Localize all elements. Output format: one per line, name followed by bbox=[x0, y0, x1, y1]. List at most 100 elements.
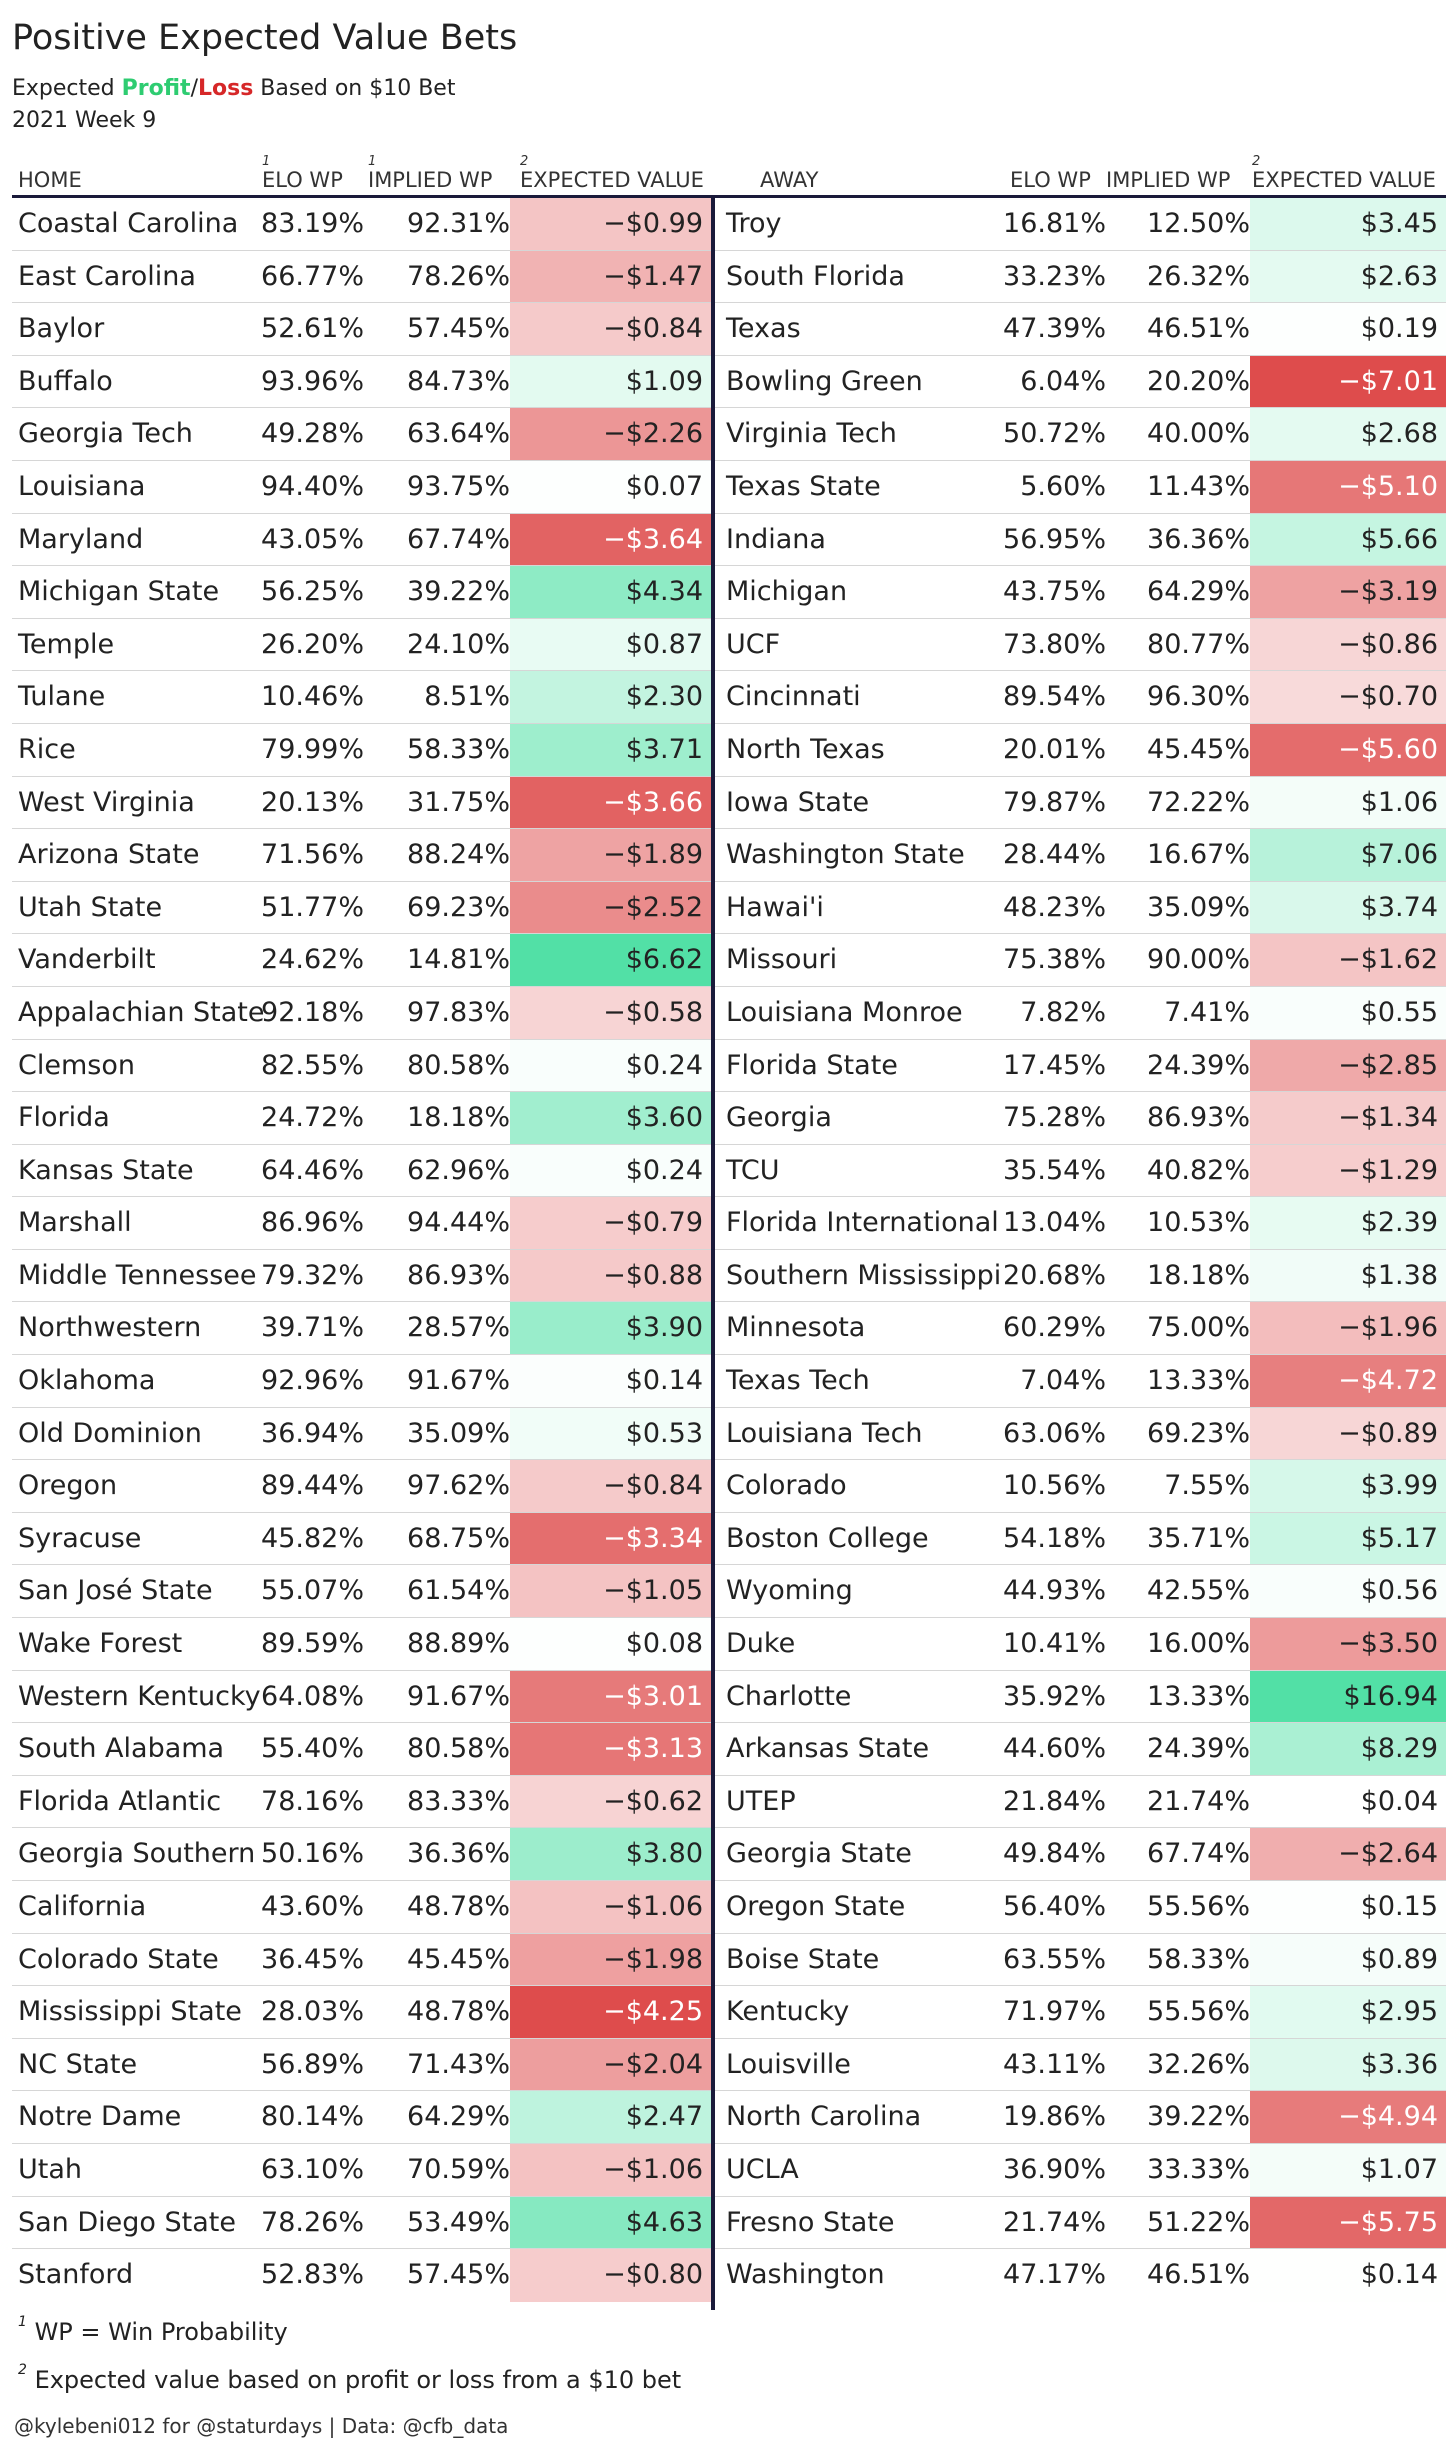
header-home-implied-sup: 1 bbox=[368, 154, 377, 169]
home-team: Notre Dame bbox=[18, 2101, 182, 2133]
away-implied-wp: 69.23% bbox=[1147, 1417, 1250, 1449]
table-row: San José State 55.07% 61.54% −$1.05 Wyoming 4… bbox=[12, 1565, 1446, 1619]
home-elo-wp: 56.89% bbox=[261, 2048, 364, 2080]
home-expected-value: −$0.84 bbox=[510, 303, 711, 355]
footnote-1: 1 WP = Win Probability bbox=[18, 2314, 288, 2346]
away-expected-value: $0.19 bbox=[1250, 303, 1446, 355]
table-row: Oregon 89.44% 97.62% −$0.84 Colorado 10.56% 7.… bbox=[12, 1460, 1446, 1513]
away-expected-value: −$1.62 bbox=[1250, 934, 1446, 986]
home-implied-wp: 91.67% bbox=[407, 1365, 510, 1397]
away-expected-value: $5.66 bbox=[1250, 513, 1446, 566]
home-implied-wp: 67.74% bbox=[407, 523, 510, 555]
home-elo-wp: 94.40% bbox=[261, 470, 364, 502]
away-team: North Carolina bbox=[726, 2101, 922, 2133]
home-team: Rice bbox=[18, 733, 76, 765]
table-row: East Carolina 66.77% 78.26% −$1.47 South Flo… bbox=[12, 250, 1446, 304]
table-row: Notre Dame 80.14% 64.29% $2.47 North Carolin… bbox=[12, 2091, 1446, 2144]
away-elo-wp: 44.93% bbox=[1003, 1575, 1106, 1607]
away-elo-wp: 19.86% bbox=[1003, 2101, 1106, 2133]
away-implied-wp: 80.77% bbox=[1147, 628, 1250, 660]
table-row: Louisiana 94.40% 93.75% $0.07 Texas State 5.6… bbox=[12, 460, 1446, 514]
away-expected-value: $1.07 bbox=[1250, 2143, 1446, 2196]
home-elo-wp: 28.03% bbox=[261, 1996, 364, 2028]
home-expected-value: −$0.84 bbox=[510, 1460, 711, 1512]
away-implied-wp: 67.74% bbox=[1147, 1838, 1250, 1870]
table-row: Old Dominion 36.94% 35.09% $0.53 Louisiana T… bbox=[12, 1407, 1446, 1461]
home-expected-value: $4.34 bbox=[510, 566, 711, 618]
home-expected-value: −$3.13 bbox=[510, 1723, 711, 1775]
home-team: Utah bbox=[18, 2153, 83, 2185]
home-elo-wp: 10.46% bbox=[261, 681, 364, 713]
away-expected-value: $2.68 bbox=[1250, 408, 1446, 460]
home-expected-value: $3.90 bbox=[510, 1302, 711, 1355]
away-elo-wp: 60.29% bbox=[1003, 1312, 1106, 1344]
home-elo-wp: 78.26% bbox=[261, 2206, 364, 2238]
away-expected-value: −$0.86 bbox=[1250, 618, 1446, 671]
table-row: West Virginia 20.13% 31.75% −$3.66 Iowa Stat… bbox=[12, 776, 1446, 830]
home-implied-wp: 28.57% bbox=[407, 1312, 510, 1344]
away-team: Michigan bbox=[726, 576, 848, 608]
away-elo-wp: 63.06% bbox=[1003, 1417, 1106, 1449]
table-row: Northwestern 39.71% 28.57% $3.90 Minnesota 60… bbox=[12, 1302, 1446, 1356]
away-team: Boise State bbox=[726, 1943, 880, 1975]
home-implied-wp: 39.22% bbox=[407, 576, 510, 608]
home-team: West Virginia bbox=[18, 786, 195, 818]
home-expected-value: −$3.66 bbox=[510, 776, 711, 829]
table-row: Appalachian State 92.18% 97.83% −$0.58 Louis… bbox=[12, 986, 1446, 1040]
home-expected-value: −$1.98 bbox=[510, 1933, 711, 1986]
away-elo-wp: 17.45% bbox=[1003, 1049, 1106, 1081]
home-implied-wp: 36.36% bbox=[407, 1838, 510, 1870]
away-team: Kentucky bbox=[726, 1996, 850, 2028]
away-elo-wp: 56.95% bbox=[1003, 523, 1106, 555]
away-team: Texas bbox=[726, 313, 801, 345]
home-elo-wp: 63.10% bbox=[261, 2153, 364, 2185]
table-row: Clemson 82.55% 80.58% $0.24 Florida State 17.… bbox=[12, 1039, 1446, 1093]
away-elo-wp: 7.82% bbox=[1020, 996, 1106, 1028]
footnote-2: 2 Expected value based on profit or loss… bbox=[18, 2362, 682, 2394]
home-elo-wp: 36.45% bbox=[261, 1943, 364, 1975]
away-elo-wp: 44.60% bbox=[1003, 1733, 1106, 1765]
away-elo-wp: 54.18% bbox=[1003, 1522, 1106, 1554]
home-implied-wp: 94.44% bbox=[407, 1207, 510, 1239]
away-implied-wp: 55.56% bbox=[1147, 1891, 1250, 1922]
home-elo-wp: 89.44% bbox=[261, 1470, 364, 1502]
home-expected-value: −$1.47 bbox=[510, 250, 711, 303]
away-elo-wp: 21.84% bbox=[1003, 1785, 1106, 1817]
away-elo-wp: 56.40% bbox=[1003, 1891, 1106, 1922]
home-team: Colorado State bbox=[18, 1943, 219, 1975]
away-expected-value: −$1.96 bbox=[1250, 1302, 1446, 1355]
home-team: Tulane bbox=[18, 681, 106, 713]
home-implied-wp: 93.75% bbox=[407, 470, 510, 502]
away-elo-wp: 20.68% bbox=[1003, 1259, 1106, 1291]
away-expected-value: −$4.72 bbox=[1250, 1355, 1446, 1407]
home-expected-value: $3.71 bbox=[510, 723, 711, 776]
home-team: Louisiana bbox=[18, 470, 146, 502]
home-elo-wp: 92.18% bbox=[261, 996, 364, 1028]
away-implied-wp: 40.00% bbox=[1147, 418, 1250, 450]
away-expected-value: $16.94 bbox=[1250, 1670, 1446, 1723]
away-expected-value: −$1.34 bbox=[1250, 1092, 1446, 1144]
header-home-implied-label: IMPLIED WP bbox=[368, 168, 493, 192]
away-implied-wp: 40.82% bbox=[1147, 1154, 1250, 1186]
away-team: Iowa State bbox=[726, 786, 870, 818]
footnote-2-text: Expected value based on profit or loss f… bbox=[34, 2366, 682, 2394]
home-team: Florida Atlantic bbox=[18, 1785, 222, 1817]
home-implied-wp: 57.45% bbox=[407, 313, 510, 345]
home-implied-wp: 84.73% bbox=[407, 365, 510, 397]
home-team: Coastal Carolina bbox=[18, 208, 239, 239]
home-team: San José State bbox=[18, 1575, 213, 1607]
away-expected-value: −$3.50 bbox=[1250, 1618, 1446, 1670]
home-team: Mississippi State bbox=[18, 1996, 242, 2028]
away-implied-wp: 46.51% bbox=[1147, 313, 1250, 345]
home-elo-wp: 24.62% bbox=[261, 944, 364, 976]
home-expected-value: $2.47 bbox=[510, 2091, 711, 2143]
table-row: Oklahoma 92.96% 91.67% $0.14 Texas Tech 7.04%… bbox=[12, 1355, 1446, 1408]
away-elo-wp: 5.60% bbox=[1020, 470, 1106, 502]
away-elo-wp: 13.04% bbox=[1003, 1207, 1106, 1239]
away-team: Fresno State bbox=[726, 2206, 895, 2238]
away-team: Troy bbox=[726, 208, 782, 239]
away-expected-value: −$0.70 bbox=[1250, 671, 1446, 723]
header-away-label: AWAY bbox=[760, 168, 819, 192]
away-implied-wp: 13.33% bbox=[1147, 1680, 1250, 1712]
away-implied-wp: 16.00% bbox=[1147, 1628, 1250, 1660]
